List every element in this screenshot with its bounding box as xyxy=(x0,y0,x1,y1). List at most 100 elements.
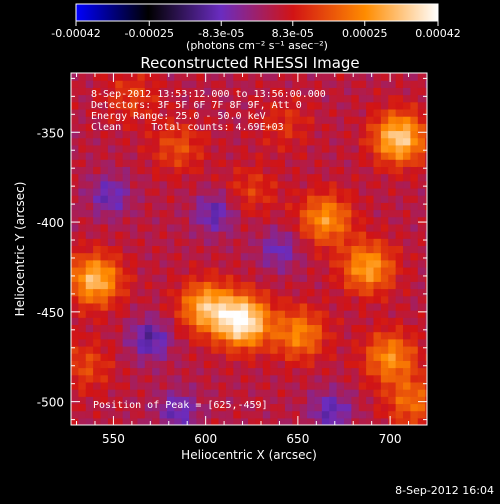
heatmap-cell xyxy=(203,288,212,297)
heatmap-cell xyxy=(425,331,427,340)
heatmap-cell xyxy=(159,317,168,326)
heatmap-cell xyxy=(122,238,131,246)
heatmap-cell xyxy=(299,130,308,139)
heatmap-cell xyxy=(410,338,419,347)
heatmap-cell xyxy=(358,116,367,124)
heatmap-cell xyxy=(299,360,308,369)
heatmap-cell xyxy=(130,231,139,239)
heatmap-cell xyxy=(248,187,257,196)
heatmap-cell xyxy=(395,295,404,304)
heatmap-cell xyxy=(351,367,360,376)
heatmap-cell xyxy=(233,374,242,383)
heatmap-cell xyxy=(115,353,124,361)
heatmap-cell xyxy=(248,144,257,153)
heatmap-cell xyxy=(314,173,323,182)
heatmap-cell xyxy=(93,417,102,425)
heatmap-cell xyxy=(166,417,175,425)
heatmap-cell xyxy=(277,324,286,333)
heatmap-cell xyxy=(366,80,375,88)
heatmap-cell xyxy=(307,367,316,376)
heatmap-cell xyxy=(336,317,345,326)
heatmap-cell xyxy=(189,159,198,167)
heatmap-cell xyxy=(144,410,153,419)
heatmap-cell xyxy=(166,252,175,261)
heatmap-cell xyxy=(388,202,397,211)
heatmap-cell xyxy=(336,166,345,175)
heatmap-cell xyxy=(366,87,375,96)
heatmap-cell xyxy=(107,345,116,354)
heatmap-cell xyxy=(211,310,220,318)
heatmap-cell xyxy=(262,130,271,139)
heatmap-cell xyxy=(299,108,308,117)
heatmap-cell xyxy=(152,259,161,268)
heatmap-cell xyxy=(336,281,345,290)
heatmap-cell xyxy=(203,166,212,175)
heatmap-cell xyxy=(181,87,190,96)
heatmap-cell xyxy=(159,245,168,254)
heatmap-cell xyxy=(314,216,323,225)
heatmap-cell xyxy=(343,180,352,189)
heatmap-cell xyxy=(137,87,146,96)
heatmap-cell xyxy=(366,259,375,268)
heatmap-cell xyxy=(159,159,168,167)
heatmap-cell xyxy=(130,374,139,383)
heatmap-cell xyxy=(174,266,183,275)
heatmap-cell xyxy=(255,73,264,81)
heatmap-cell xyxy=(100,80,109,88)
heatmap-cell xyxy=(152,266,161,275)
heatmap-cell xyxy=(218,353,227,361)
heatmap-cell xyxy=(395,259,404,268)
heatmap-cell xyxy=(270,274,279,282)
heatmap-cell xyxy=(166,231,175,239)
heatmap-cell xyxy=(248,266,257,275)
heatmap-cell xyxy=(189,80,198,88)
heatmap-cell xyxy=(196,310,205,318)
heatmap-cell xyxy=(248,324,257,333)
heatmap-cell xyxy=(122,159,131,167)
heatmap-cell xyxy=(307,123,316,132)
heatmap-cell xyxy=(240,288,249,297)
heatmap-cell xyxy=(107,245,116,254)
heatmap-cell xyxy=(159,360,168,369)
heatmap-cell xyxy=(373,137,382,146)
heatmap-cell xyxy=(218,310,227,318)
heatmap-cell xyxy=(137,73,146,81)
heatmap-cell xyxy=(122,116,131,124)
heatmap-cell xyxy=(181,116,190,124)
heatmap-cell xyxy=(107,195,116,203)
heatmap-cell xyxy=(358,101,367,110)
heatmap-cell xyxy=(417,353,426,361)
heatmap-cell xyxy=(336,410,345,419)
heatmap-cell xyxy=(71,180,79,189)
heatmap-cell xyxy=(388,331,397,340)
heatmap-cell xyxy=(144,123,153,132)
heatmap-cell xyxy=(403,173,411,182)
heatmap-cell xyxy=(233,202,242,211)
heatmap-cell xyxy=(388,116,397,124)
heatmap-cell xyxy=(284,353,293,361)
colorbar-tick-label: -0.00025 xyxy=(125,27,174,40)
heatmap-cell xyxy=(196,116,205,124)
heatmap-cell xyxy=(277,274,286,282)
heatmap-cell xyxy=(240,403,249,412)
heatmap-cell xyxy=(329,266,338,275)
heatmap-cell xyxy=(174,274,183,282)
heatmap-cell xyxy=(85,238,94,246)
heatmap-cell xyxy=(307,116,316,124)
heatmap-cell xyxy=(240,159,249,167)
heatmap-cell xyxy=(248,252,257,261)
heatmap-cell xyxy=(395,288,404,297)
heatmap-cell xyxy=(71,231,79,239)
heatmap-cell xyxy=(196,338,205,347)
heatmap-cell xyxy=(218,130,227,139)
heatmap-cell xyxy=(144,317,153,326)
heatmap-cell xyxy=(115,231,124,239)
heatmap-cell xyxy=(373,173,382,182)
heatmap-cell xyxy=(343,302,352,311)
heatmap-cell xyxy=(181,381,190,390)
heatmap-cell xyxy=(233,317,242,326)
heatmap-cell xyxy=(159,137,168,146)
heatmap-cell xyxy=(166,360,175,369)
heatmap-cell xyxy=(196,173,205,182)
heatmap-cell xyxy=(159,367,168,376)
